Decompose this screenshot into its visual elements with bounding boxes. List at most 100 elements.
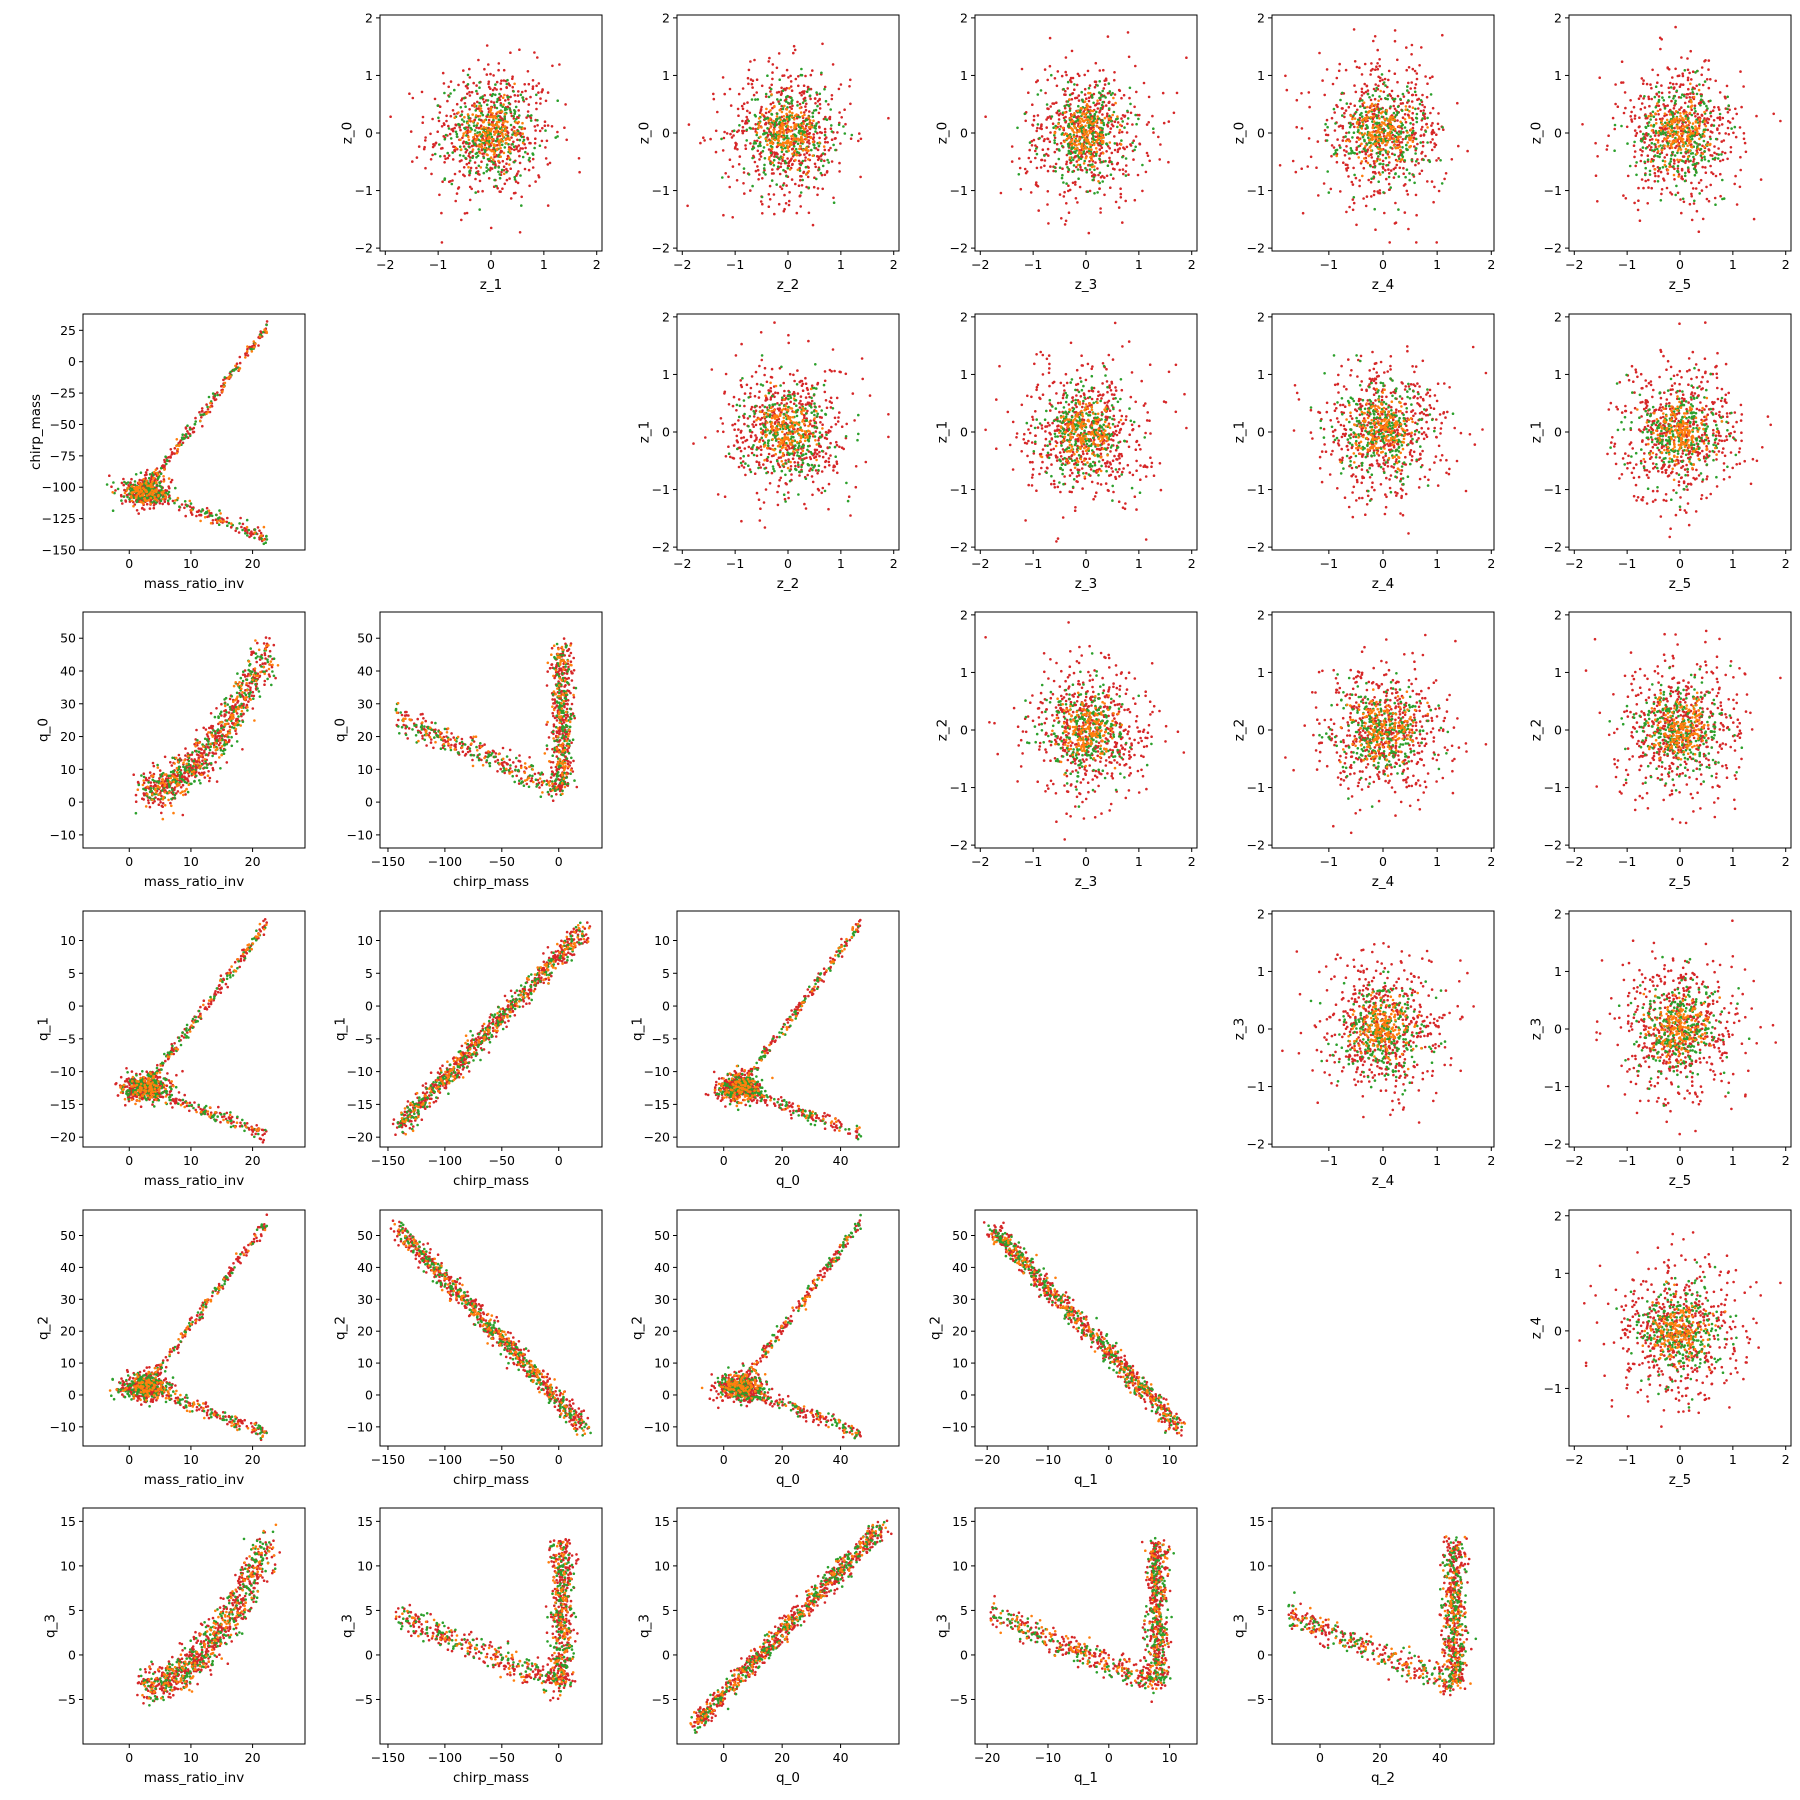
data-point [804, 108, 808, 112]
data-point [1703, 150, 1706, 153]
data-point [1640, 102, 1644, 105]
data-point [794, 182, 797, 186]
data-point [497, 68, 500, 72]
data-point [758, 121, 761, 125]
data-point [1709, 78, 1712, 81]
data-point [1706, 121, 1709, 124]
data-point [1432, 200, 1435, 204]
data-point [1348, 122, 1352, 125]
data-point [1624, 197, 1628, 200]
data-point [475, 166, 478, 170]
data-point [837, 123, 841, 126]
data-point [1083, 93, 1087, 96]
data-point [1681, 197, 1685, 201]
data-point [1415, 241, 1418, 244]
data-point [1364, 204, 1368, 208]
data-point [1119, 192, 1123, 196]
data-point [1384, 112, 1388, 116]
data-point [1720, 123, 1724, 126]
data-point [793, 118, 796, 121]
data-point [1392, 144, 1396, 147]
data-point [813, 97, 817, 100]
data-point [1665, 186, 1669, 190]
data-point [1324, 133, 1328, 137]
data-point [1414, 163, 1417, 167]
data-point [1101, 89, 1104, 93]
data-point [1104, 133, 1108, 136]
data-point [480, 138, 484, 142]
data-point [778, 157, 781, 160]
data-point [533, 125, 537, 128]
data-point [1096, 167, 1099, 170]
data-point [1085, 130, 1088, 134]
data-point [1096, 125, 1099, 128]
data-point [1119, 196, 1123, 199]
data-point [1643, 106, 1647, 109]
data-point [1403, 113, 1407, 116]
data-point [1363, 82, 1366, 86]
data-point [1700, 73, 1703, 77]
data-point [1063, 104, 1066, 108]
data-point [798, 123, 802, 127]
data-point [508, 138, 511, 142]
data-point [686, 204, 689, 208]
data-point [811, 154, 815, 157]
data-point [1120, 96, 1123, 100]
data-point [1391, 115, 1395, 119]
data-point [782, 115, 786, 118]
data-point [468, 198, 472, 202]
data-point [1703, 158, 1707, 161]
data-point [786, 166, 790, 170]
data-point [806, 140, 809, 144]
data-point [1102, 68, 1105, 72]
data-point [1414, 83, 1418, 86]
y-tick-label: 2 [662, 10, 670, 25]
data-point [496, 135, 500, 138]
data-point [438, 193, 441, 197]
data-point [479, 166, 483, 169]
data-point [514, 105, 518, 109]
data-point [1092, 134, 1095, 138]
data-point [1098, 154, 1101, 158]
data-point [517, 90, 520, 93]
data-point [1402, 172, 1405, 175]
data-point [527, 82, 531, 86]
data-point [746, 76, 750, 80]
data-point [1656, 73, 1660, 77]
data-point [478, 104, 481, 108]
data-point [1333, 129, 1337, 132]
data-point [788, 143, 792, 147]
data-point [787, 149, 790, 153]
data-point [1099, 92, 1102, 95]
data-point [521, 141, 525, 145]
data-point [747, 82, 750, 86]
data-point [504, 119, 507, 123]
data-point [796, 150, 799, 154]
data-point [522, 98, 525, 102]
data-point [411, 96, 415, 100]
data-point [1092, 176, 1096, 179]
data-point [475, 126, 478, 129]
data-point [1376, 67, 1380, 71]
data-point [807, 158, 810, 161]
data-point [823, 133, 827, 137]
data-point [1098, 142, 1101, 145]
data-point [821, 187, 824, 191]
data-point [1096, 84, 1099, 87]
data-point [1102, 87, 1106, 90]
data-point [455, 102, 459, 106]
data-point [1053, 134, 1056, 137]
data-point [1668, 95, 1671, 99]
data-point [1361, 135, 1365, 139]
data-point [797, 159, 801, 163]
data-point [1655, 122, 1658, 125]
data-point [1408, 178, 1411, 182]
data-point [1695, 171, 1698, 174]
y-tick-label: −2 [355, 241, 373, 256]
data-point [1713, 196, 1717, 200]
data-point [1635, 161, 1638, 164]
data-point [1093, 165, 1096, 168]
data-point [482, 171, 486, 175]
data-point [1643, 160, 1646, 164]
data-point [436, 104, 440, 107]
